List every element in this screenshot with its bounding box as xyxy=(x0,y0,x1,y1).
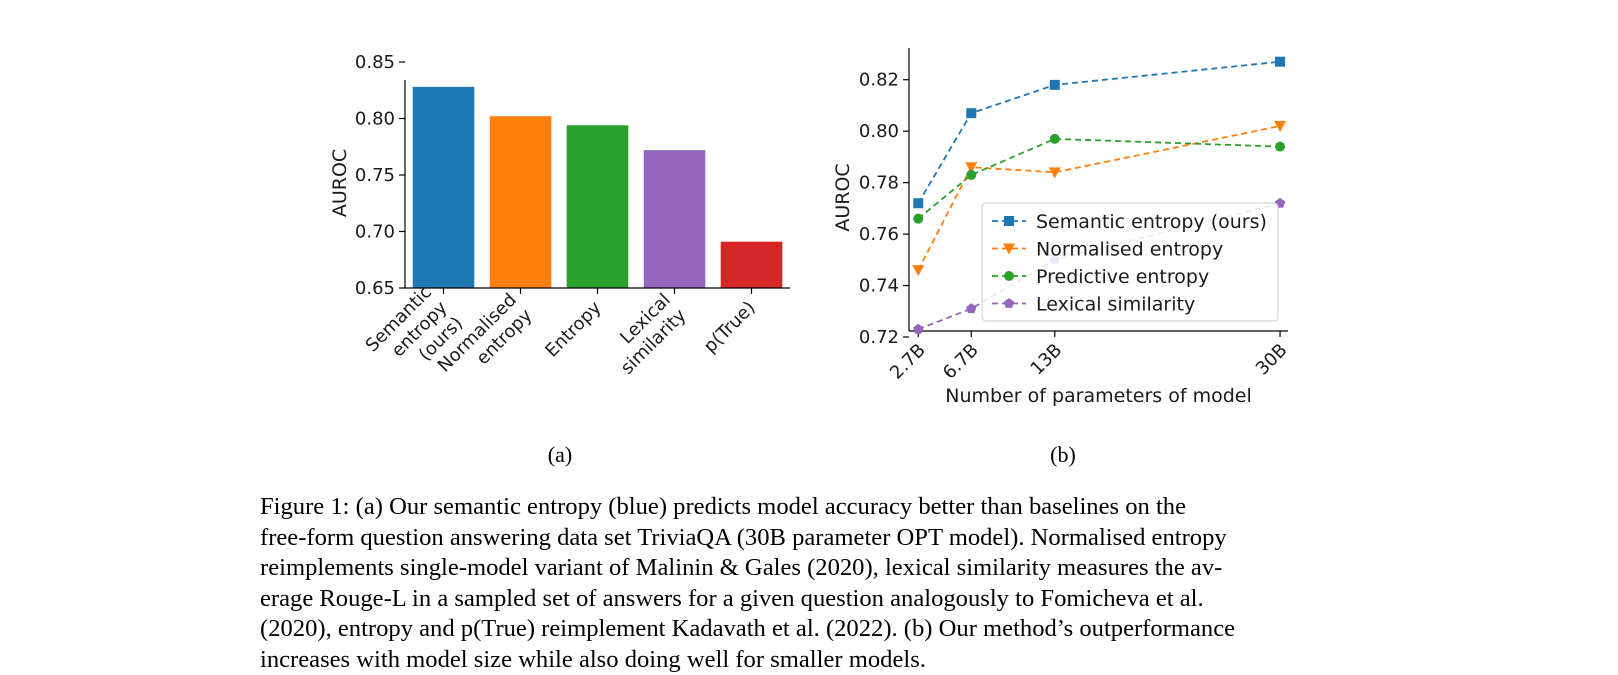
data-point xyxy=(913,214,923,224)
series-1 xyxy=(913,57,1285,209)
x-tick-label: 6.7B xyxy=(939,340,983,384)
data-point xyxy=(966,170,976,180)
data-point xyxy=(1275,57,1285,67)
panel-a-label: (a) xyxy=(548,442,572,467)
legend-label: Lexical similarity xyxy=(1036,294,1195,316)
data-point xyxy=(913,324,924,334)
y-tick-label: 0.75 xyxy=(355,165,395,186)
bar-4 xyxy=(644,150,706,288)
caption-line: Figure 1: (a) Our semantic entropy (blue… xyxy=(260,492,1365,523)
y-tick-label: 0.76 xyxy=(859,224,899,245)
series-line xyxy=(918,62,1280,204)
y-tick-label: 0.74 xyxy=(859,276,899,297)
caption-line: (2020), entropy and p(True) reimplement … xyxy=(260,614,1365,645)
legend-marker xyxy=(1004,216,1014,226)
caption-line: reimplements single-model variant of Mal… xyxy=(260,553,1365,584)
caption-line: increases with model size while also doi… xyxy=(260,645,1365,675)
data-point xyxy=(1050,134,1060,144)
data-point xyxy=(912,265,924,276)
data-point xyxy=(913,198,923,208)
data-point xyxy=(966,108,976,118)
y-tick-label: 0.65 xyxy=(355,278,395,299)
x-tick-label: 30B xyxy=(1252,340,1292,380)
data-point xyxy=(1275,142,1285,152)
bar-5 xyxy=(721,242,783,288)
x-axis-label: Number of parameters of model xyxy=(945,385,1251,407)
y-tick-label: 0.80 xyxy=(859,121,899,142)
data-point xyxy=(966,303,976,313)
y-axis-label: AUROC xyxy=(329,149,351,217)
legend-marker xyxy=(1004,271,1014,281)
y-axis-label: AUROC xyxy=(832,163,854,231)
y-tick-label: 0.72 xyxy=(859,327,899,348)
bar-chart-auroc: 0.650.700.750.800.85Semanticentropy(ours… xyxy=(329,52,790,392)
data-point xyxy=(1050,80,1060,90)
bar-1 xyxy=(413,87,475,288)
y-tick-label: 0.78 xyxy=(859,173,899,194)
caption-line: free-form question answering data set Tr… xyxy=(260,523,1365,554)
figure-caption: Figure 1: (a) Our semantic entropy (blue… xyxy=(260,492,1365,675)
legend-label: Normalised entropy xyxy=(1036,239,1223,261)
x-tick-label-group: p(True) xyxy=(700,297,760,357)
caption-line: erage Rouge-L in a sampled set of answer… xyxy=(260,584,1365,615)
bar-2 xyxy=(490,116,552,288)
y-tick-label: 0.70 xyxy=(355,222,395,243)
legend-label: Predictive entropy xyxy=(1036,266,1209,288)
x-tick-label-group: Entropy xyxy=(541,297,606,362)
y-tick-label: 0.82 xyxy=(859,70,899,91)
y-tick-label: 0.80 xyxy=(355,109,395,130)
x-tick-label: p(True) xyxy=(700,297,760,357)
legend-label: Semantic entropy (ours) xyxy=(1036,211,1267,233)
legend: Semantic entropy (ours) Normalised entrop… xyxy=(982,203,1278,321)
y-tick-label: 0.85 xyxy=(355,52,395,73)
x-tick-label: 13B xyxy=(1027,340,1067,380)
x-tick-label: Entropy xyxy=(541,297,606,362)
bar-3 xyxy=(567,125,629,288)
panel-b-label: (b) xyxy=(1050,442,1076,467)
